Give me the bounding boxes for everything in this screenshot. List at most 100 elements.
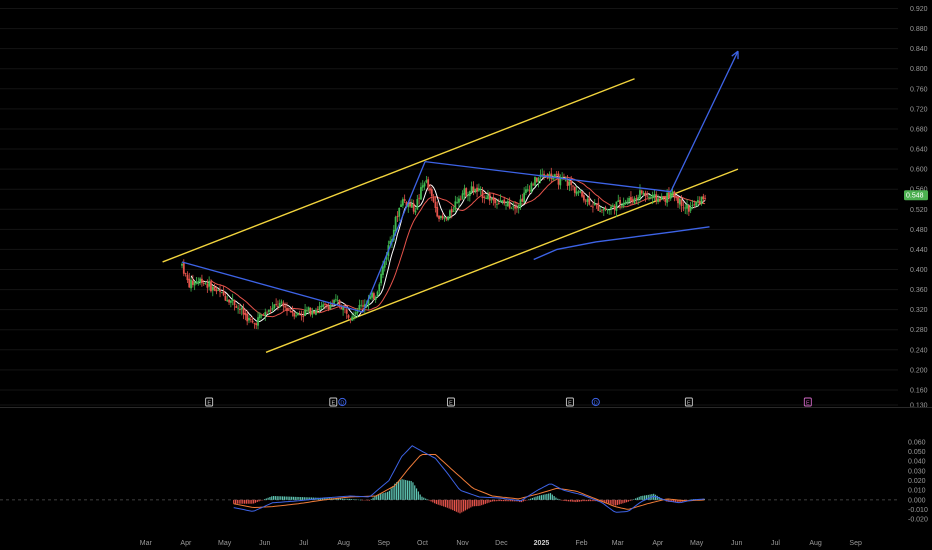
macd-histogram-bar <box>464 499 467 511</box>
event-marker-label[interactable]: D <box>594 401 598 407</box>
candle-body <box>595 204 598 205</box>
candle-body <box>320 305 323 307</box>
macd-tick-label: 0.040 <box>908 459 926 466</box>
candle-body <box>485 197 488 199</box>
candle-body <box>704 198 707 200</box>
candle-body <box>184 273 187 275</box>
macd-histogram-bar <box>611 499 613 505</box>
earnings-marker[interactable] <box>446 397 455 407</box>
time-tick-label: Mar <box>140 540 153 547</box>
candle-body <box>454 201 457 211</box>
candle-body <box>188 278 191 288</box>
candle-body <box>204 283 207 285</box>
candle-body <box>233 299 236 306</box>
macd-histogram-bar <box>613 499 615 506</box>
candle-body <box>239 308 241 311</box>
trend-lines[interactable] <box>181 50 739 313</box>
macd-histogram-bar <box>271 496 273 500</box>
trend-line[interactable] <box>362 161 426 313</box>
candle-body <box>325 304 328 307</box>
candle-body <box>369 296 372 300</box>
earnings-marker[interactable] <box>565 397 574 407</box>
event-marker-label[interactable]: E <box>449 401 453 407</box>
candle-body <box>447 216 449 220</box>
macd-histogram-bar <box>374 496 376 500</box>
earnings-marker[interactable] <box>329 397 338 407</box>
candle-body <box>266 312 268 314</box>
candle-body <box>291 310 294 313</box>
macd-histogram-bar <box>642 495 644 500</box>
candle-body <box>494 199 497 204</box>
macd-histogram-bar <box>234 499 237 504</box>
candle-body <box>537 178 540 182</box>
channel-upper-line[interactable] <box>162 78 635 263</box>
macd-histogram-bar <box>265 498 267 500</box>
candle-body <box>472 186 475 192</box>
candle-body <box>315 309 317 315</box>
macd-histogram-bar <box>439 499 441 506</box>
time-axis[interactable]: Mar Apr May Jun Jul Aug Sep Oct Nov Dec 2025 Feb Mar… <box>140 540 862 547</box>
event-marker-label[interactable]: E <box>207 401 211 407</box>
event-marker-label[interactable]: E <box>568 401 572 407</box>
dividend-marker[interactable] <box>591 397 600 407</box>
candle-body <box>617 200 620 202</box>
event-marker-label[interactable]: E <box>806 401 810 407</box>
event-marker-label[interactable]: D <box>340 401 344 407</box>
macd-histogram-bar <box>338 498 340 500</box>
earnings-marker[interactable] <box>684 397 693 407</box>
trend-line[interactable] <box>181 261 364 313</box>
candle-body <box>573 186 576 193</box>
macd-histogram-bar <box>376 495 378 500</box>
candle-body <box>197 281 200 284</box>
candle-body <box>217 290 220 291</box>
event-marker-label[interactable]: E <box>331 401 335 407</box>
candle-body <box>416 199 419 210</box>
candle-body <box>210 281 212 292</box>
candle-body <box>271 307 274 310</box>
macd-histogram-bar <box>263 499 266 500</box>
candle-body <box>496 204 498 206</box>
time-tick-label: Nov <box>456 540 469 547</box>
candle-body <box>543 173 545 176</box>
macd-histogram-bar <box>678 499 680 503</box>
macd-histogram-bar <box>606 499 608 503</box>
dividend-marker[interactable] <box>338 397 347 407</box>
event-marker-label[interactable]: E <box>687 401 691 407</box>
macd-histogram-bar <box>461 499 463 513</box>
earnings-marker[interactable] <box>803 397 812 407</box>
macd-axis[interactable]: 0.060 0.050 0.040 0.030 0.020 0.010 0.000 -0.01… <box>908 439 928 523</box>
projection-arrow-head[interactable] <box>731 50 739 57</box>
projection-arrow[interactable] <box>670 50 739 192</box>
candle-body <box>631 199 634 203</box>
candle-body <box>307 307 310 311</box>
candle-body <box>389 240 392 245</box>
candle-body <box>606 209 609 210</box>
price-axis[interactable]: 0.920 0.880 0.840 0.800 0.760 0.720 0.680 0.640… <box>904 6 928 410</box>
macd-histogram-bar <box>352 499 354 500</box>
candle-body <box>467 194 469 196</box>
earnings-marker[interactable] <box>205 397 214 407</box>
macd-histogram-bar <box>233 499 235 504</box>
candlesticks <box>181 167 707 330</box>
macd-histogram-bar <box>455 499 457 512</box>
candle-body <box>487 195 489 200</box>
time-tick-label: Apr <box>180 540 192 547</box>
time-tick-label: May <box>690 540 704 547</box>
macd-histogram-bar <box>504 499 506 502</box>
macd-histogram-bar <box>578 499 581 502</box>
candle-body <box>630 197 632 201</box>
macd-histogram-bar <box>589 499 591 502</box>
candle-body <box>338 299 341 306</box>
last-price-badge <box>904 190 928 201</box>
macd-histogram-bar <box>262 499 264 501</box>
candle-body <box>559 177 562 186</box>
macd-histogram-bar <box>285 496 287 500</box>
candle-body <box>222 291 225 296</box>
macd-histogram-bar <box>482 499 485 505</box>
time-tick-label: Aug <box>337 540 350 547</box>
macd-histogram-bar <box>274 496 276 500</box>
trend-line[interactable] <box>425 160 671 193</box>
candle-body <box>331 304 334 305</box>
